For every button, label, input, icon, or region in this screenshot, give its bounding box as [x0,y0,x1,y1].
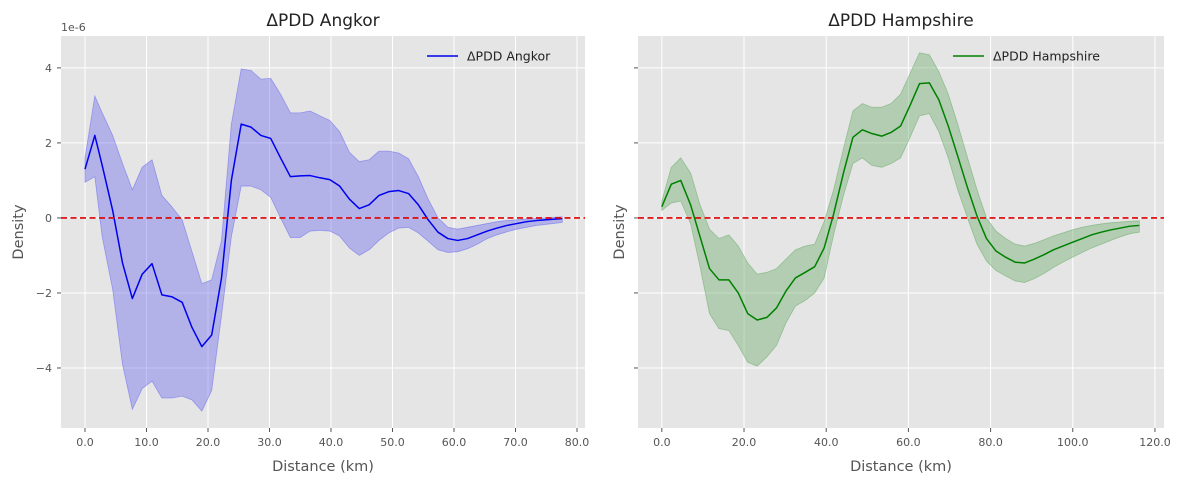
plot-area-angkor [61,36,585,428]
series-line [661,82,1140,321]
y-tick-label: −4 [36,362,52,375]
x-tick-label: 60.0 [442,436,467,449]
x-tick-label: 40.0 [814,436,839,449]
x-tick-label: 0.0 [653,436,671,449]
series-line [84,123,563,348]
y-ticks-angkor: −4 −2 0 2 4 [36,62,61,375]
subplot-angkor: 0.0 10.0 20.0 30.0 40.0 50.0 60.0 70.0 80.0 −4 −2… [11,11,589,475]
legend-angkor: ΔPDD Angkor [427,49,551,64]
chart-title-angkor: ΔPDD Angkor [266,11,379,31]
y-axis-offset-text: 1e-6 [61,21,86,34]
chart-title-hampshire: ΔPDD Hampshire [828,11,973,31]
x-tick-label: 40.0 [319,436,344,449]
y-tick-label: 4 [45,62,52,75]
x-tick-label: 60.0 [896,436,921,449]
y-axis-label-hampshire: Density [612,204,628,260]
x-tick-label: 120.0 [1139,436,1171,449]
x-tick-label: 50.0 [380,436,405,449]
plot-area-hampshire [638,36,1164,428]
x-tick-label: 100.0 [1057,436,1089,449]
legend-entry-angkor: ΔPDD Angkor [467,49,551,64]
x-ticks-angkor: 0.0 10.0 20.0 30.0 40.0 50.0 60.0 70.0 80.0 [76,428,589,449]
x-tick-label: 10.0 [134,436,159,449]
y-tick-label: −2 [36,287,52,300]
subplot-hampshire: 0.0 20.0 40.0 60.0 80.0 100.0 120.0 ΔPDD Hamps… [612,11,1171,475]
legend-hampshire: ΔPDD Hampshire [953,49,1100,64]
legend-entry-hampshire: ΔPDD Hampshire [993,49,1100,64]
x-tick-label: 70.0 [503,436,528,449]
series-line-hampshire [661,82,1140,321]
x-tick-label: 80.0 [978,436,1003,449]
x-ticks-hampshire: 0.0 20.0 40.0 60.0 80.0 100.0 120.0 [653,428,1171,449]
x-tick-label: 0.0 [76,436,94,449]
confidence-band [84,68,563,412]
series-line-angkor [84,123,563,348]
x-axis-label-angkor: Distance (km) [272,459,374,475]
y-ticks-hampshire [634,67,638,369]
x-axis-label-hampshire: Distance (km) [850,459,952,475]
x-tick-label: 20.0 [732,436,757,449]
confidence-band [661,52,1140,367]
y-tick-label: 2 [45,137,52,150]
confidence-band-hampshire [661,52,1140,367]
gridlines-angkor [61,36,585,428]
y-tick-label: 0 [45,212,52,225]
x-tick-label: 20.0 [196,436,221,449]
confidence-band-angkor [84,68,563,412]
x-tick-label: 80.0 [565,436,590,449]
y-axis-label-angkor: Density [11,204,27,260]
x-tick-label: 30.0 [257,436,282,449]
